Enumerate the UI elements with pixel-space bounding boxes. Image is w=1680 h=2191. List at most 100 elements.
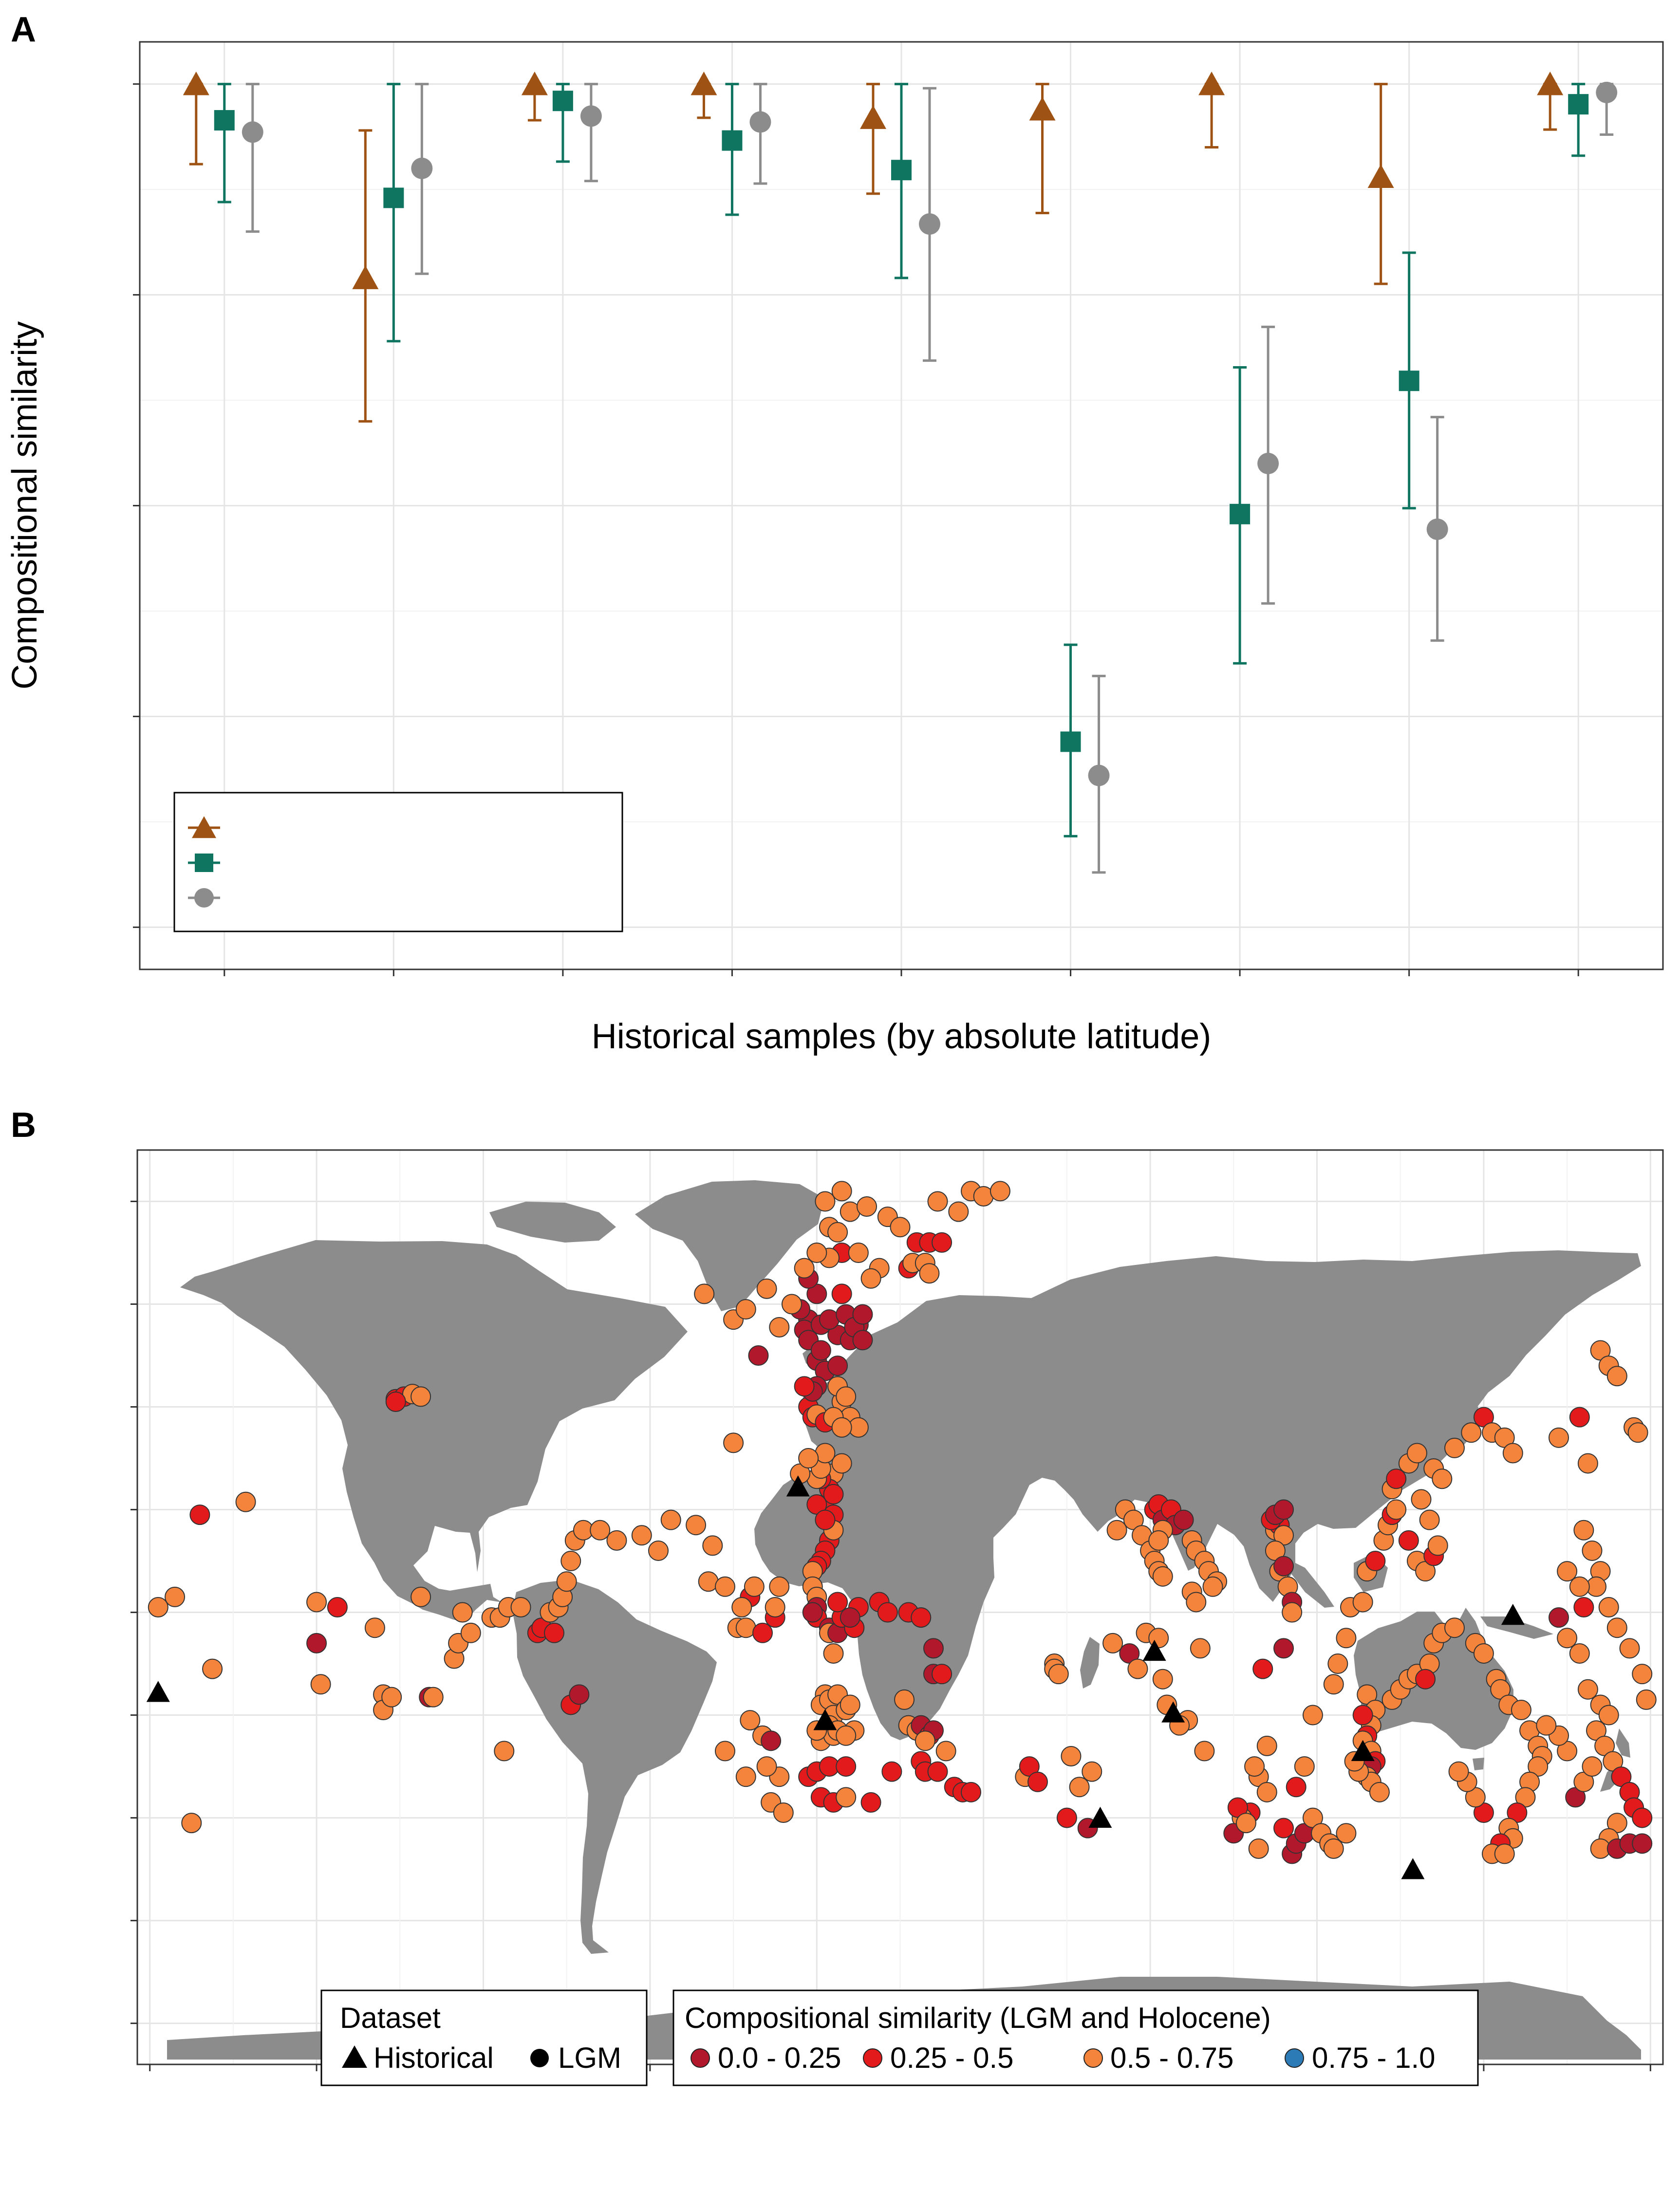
lgm-site (306, 1592, 327, 1613)
lgm-site (1273, 1638, 1294, 1659)
lgm-site (1569, 1407, 1590, 1428)
lgm-site (1056, 1807, 1077, 1828)
lgm-site (1282, 1602, 1303, 1623)
lgm-site (765, 1597, 785, 1617)
lgm-site (1069, 1777, 1090, 1798)
lgm-site (1573, 1520, 1594, 1541)
lgm-site (852, 1330, 873, 1351)
lgm-site (773, 1802, 794, 1823)
lgm-site (1336, 1823, 1357, 1844)
lgm-site (1365, 1551, 1386, 1572)
circle-point (411, 157, 433, 179)
chart-a-series-triangle (183, 71, 1564, 423)
lgm-site (1582, 1756, 1603, 1777)
lgm-site (1619, 1638, 1640, 1659)
lgm-site (1386, 1499, 1407, 1520)
similarity-bin-2-swatch (863, 2048, 882, 2068)
map-latitude-ticks (131, 1201, 137, 2024)
chart-a-x-axis-label: Historical samples (by absolute latitude… (592, 1017, 1212, 1056)
historical-site (1401, 1858, 1425, 1879)
lgm-site (823, 1484, 844, 1504)
lgm-site (1548, 1427, 1569, 1448)
lgm-site (306, 1633, 327, 1653)
similarity-chart: Historical samples (by absolute latitude… (5, 41, 1664, 1056)
lgm-site (932, 1664, 952, 1685)
lgm-site (1406, 1443, 1427, 1464)
lgm-site (1082, 1761, 1102, 1782)
lgm-site (411, 1386, 431, 1407)
lgm-site (1127, 1658, 1148, 1679)
canadian-arctic-islands (489, 1202, 616, 1243)
lgm-site (831, 1181, 852, 1202)
lgm-site (1202, 1576, 1223, 1597)
lgm-site (881, 1761, 902, 1782)
lgm-site (1186, 1592, 1207, 1613)
lgm-site (1444, 1617, 1465, 1638)
lgm-site (794, 1258, 815, 1279)
lgm-site (815, 1509, 836, 1530)
historical-site (146, 1681, 170, 1702)
lgm-site (460, 1622, 481, 1643)
lgm-site (1273, 1499, 1294, 1520)
lgm-site (836, 1386, 857, 1407)
lgm-site (1256, 1735, 1277, 1756)
lgm-site (877, 1602, 898, 1623)
lgm-site (927, 1191, 948, 1212)
map-sample-sites (146, 1181, 1657, 1879)
chart-a-series-square (214, 83, 1589, 837)
legend-square-icon (195, 854, 213, 872)
south-america-landmass (512, 1579, 717, 1954)
lgm-site (935, 1741, 956, 1762)
lgm-site (1573, 1597, 1594, 1617)
lgm-site (452, 1602, 473, 1623)
lgm-site (827, 1355, 848, 1376)
lgm-site (1569, 1643, 1590, 1664)
dataset-legend-title: Dataset (340, 2002, 441, 2034)
lgm-site (740, 1710, 761, 1731)
historical-site (1161, 1701, 1185, 1723)
lgm-site (1569, 1576, 1590, 1597)
lgm-site (735, 1299, 756, 1320)
lgm-site (560, 1551, 581, 1572)
lgm-site (919, 1263, 940, 1284)
lgm-site (802, 1602, 823, 1623)
lgm-site (1286, 1777, 1307, 1798)
circle-point (919, 213, 940, 235)
lgm-site (1598, 1705, 1619, 1726)
circle-point (749, 111, 771, 133)
north-america-landmass (180, 1240, 688, 1622)
historical-site (813, 1709, 837, 1730)
lgm-site (932, 1232, 952, 1253)
chart-a-y-axis-label: Compositional similarity (5, 321, 44, 689)
lgm-site (840, 1694, 860, 1715)
lgm-site (1632, 1664, 1653, 1685)
lgm-site (961, 1782, 982, 1802)
lgm-site (310, 1674, 331, 1695)
lgm-site (1352, 1592, 1373, 1613)
square-point (383, 187, 404, 208)
dataset-legend: Dataset Historical LGM (320, 1989, 648, 2086)
lgm-site (827, 1222, 848, 1243)
similarity-bin-4-label: 0.75 - 1.0 (1312, 2042, 1436, 2074)
lgm-site (852, 1304, 873, 1325)
lgm-site (1252, 1658, 1273, 1679)
lgm-site (510, 1597, 531, 1617)
panel-b-label: B (11, 1106, 36, 1145)
lgm-site (836, 1725, 857, 1746)
square-point (1568, 94, 1589, 115)
similarity-bin-1-swatch (691, 2048, 710, 2068)
lgm-site (1248, 1838, 1269, 1859)
lgm-site (1415, 1669, 1436, 1690)
lgm-site (1511, 1700, 1531, 1721)
lgm-site (1444, 1437, 1465, 1458)
lgm-site (915, 1730, 935, 1751)
lgm-site (948, 1201, 969, 1222)
lgm-site (411, 1586, 431, 1607)
lgm-site (606, 1530, 627, 1551)
lgm-site (836, 1787, 857, 1808)
lgm-site (748, 1345, 769, 1366)
eurasia-africa-landmass (754, 1250, 1641, 1740)
lgm-site (860, 1268, 881, 1289)
similarity-bin-4-swatch (1285, 2048, 1304, 2068)
lgm-site (894, 1689, 915, 1710)
